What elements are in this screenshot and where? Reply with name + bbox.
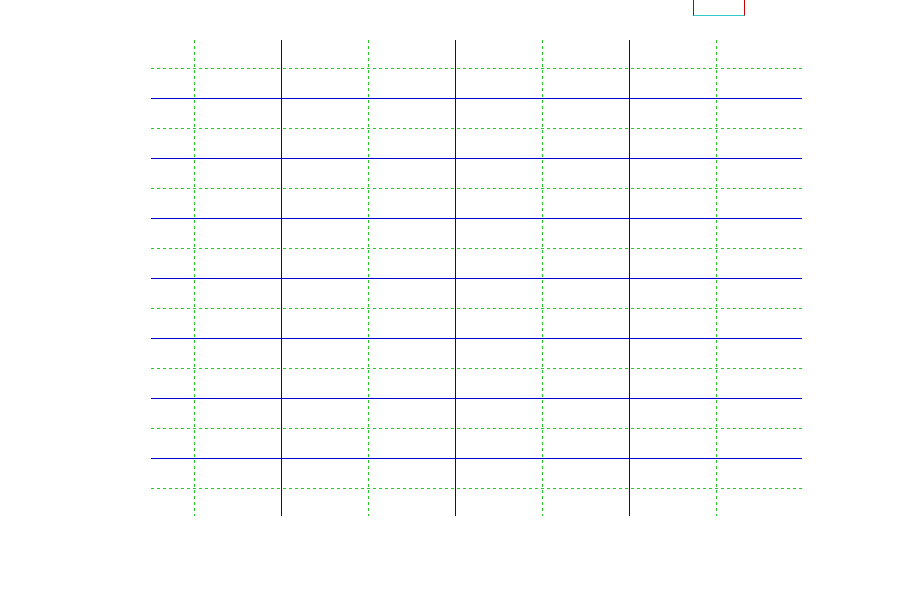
major-grid xyxy=(151,40,802,516)
legend-box xyxy=(693,0,745,16)
minor-grid xyxy=(151,40,802,516)
